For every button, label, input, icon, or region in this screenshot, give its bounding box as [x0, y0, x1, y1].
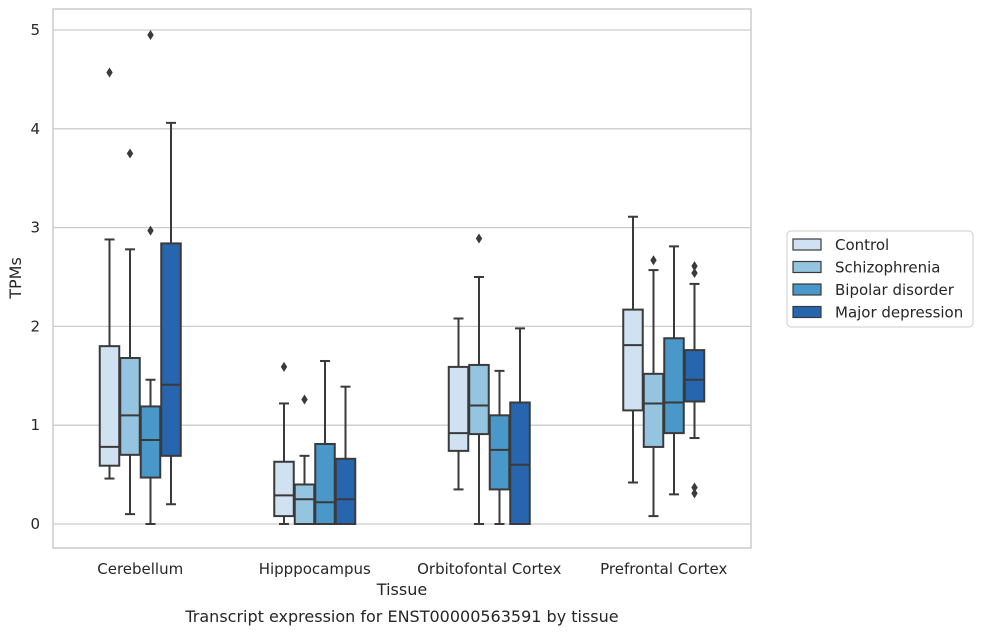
- x-tick-labels: Cerebellum Hipppocampus Orbitofontal Corte…: [97, 560, 727, 578]
- y-tick-label: 1: [30, 416, 40, 434]
- box-2-2: [488, 369, 511, 525]
- box-0-2: [139, 29, 162, 525]
- box-0-3: [160, 121, 182, 506]
- y-tick-label: 0: [30, 515, 40, 533]
- x-tick-label: Orbitofontal Cortex: [417, 560, 561, 578]
- legend: Control Schizophrenia Bipolar disorder Majo…: [786, 230, 974, 328]
- box-2-3: [509, 327, 531, 526]
- legend-label: Schizophrenia: [835, 259, 940, 277]
- y-tick-labels: 0 1 2 3 4 5: [30, 21, 40, 533]
- outlier-point: [280, 361, 288, 372]
- box-iqr: [293, 483, 316, 526]
- box-iqr: [488, 414, 511, 491]
- box-iqr: [139, 405, 162, 479]
- box-iqr: [334, 457, 357, 525]
- plot-frame: [52, 8, 752, 549]
- box-iqr: [314, 442, 336, 525]
- box-3-3: [683, 261, 706, 499]
- y-tick-label: 3: [30, 219, 40, 237]
- box-3-0: [622, 215, 644, 484]
- legend-swatch: [792, 305, 822, 319]
- box-2-0: [447, 317, 470, 491]
- chart-caption: Transcript expression for ENST0000056359…: [184, 607, 618, 626]
- outlier-point: [147, 225, 154, 236]
- x-tick-label: Cerebellum: [97, 560, 183, 578]
- legend-swatch: [792, 283, 822, 296]
- outlier-point: [691, 482, 698, 493]
- outlier-point: [691, 488, 698, 499]
- y-tick-label: 4: [30, 120, 40, 138]
- outlier-point: [147, 29, 154, 40]
- y-axis-label: TPMs: [6, 257, 25, 300]
- box-iqr: [622, 308, 644, 412]
- legend-frame: [786, 230, 974, 328]
- box-iqr: [642, 372, 665, 448]
- box-3-2: [663, 245, 685, 496]
- box-iqr: [683, 349, 706, 403]
- outlier-point: [650, 255, 657, 266]
- outlier-point: [691, 268, 698, 279]
- y-tick-label: 5: [30, 21, 40, 39]
- outlier-point: [126, 148, 134, 159]
- y-tick-label: 2: [30, 317, 40, 335]
- box-iqr: [160, 242, 182, 457]
- box-iqr: [509, 401, 531, 526]
- box-iqr: [447, 365, 470, 452]
- x-axis-label: Tissue: [376, 580, 427, 599]
- legend-swatch: [792, 238, 822, 251]
- legend-label: Major depression: [835, 304, 963, 322]
- outlier-point: [691, 261, 698, 272]
- legend-label: Bipolar disorder: [835, 281, 955, 299]
- box-iqr: [468, 363, 490, 436]
- box-iqr: [663, 337, 685, 435]
- x-tick-label: Hipppocampus: [259, 560, 371, 578]
- box-iqr: [273, 460, 295, 518]
- box-0-0: [98, 67, 121, 480]
- box-1-1: [293, 394, 316, 526]
- box-iqr: [119, 357, 141, 456]
- outlier-point: [301, 394, 308, 405]
- outlier-point: [475, 233, 483, 244]
- box-2-1: [468, 233, 490, 525]
- x-tick-label: Prefrontal Cortex: [600, 560, 727, 578]
- outlier-point: [106, 67, 113, 78]
- legend-label: Control: [835, 236, 889, 254]
- box-1-3: [334, 385, 357, 525]
- legend-swatch: [792, 260, 822, 274]
- boxes-layer: [98, 29, 706, 526]
